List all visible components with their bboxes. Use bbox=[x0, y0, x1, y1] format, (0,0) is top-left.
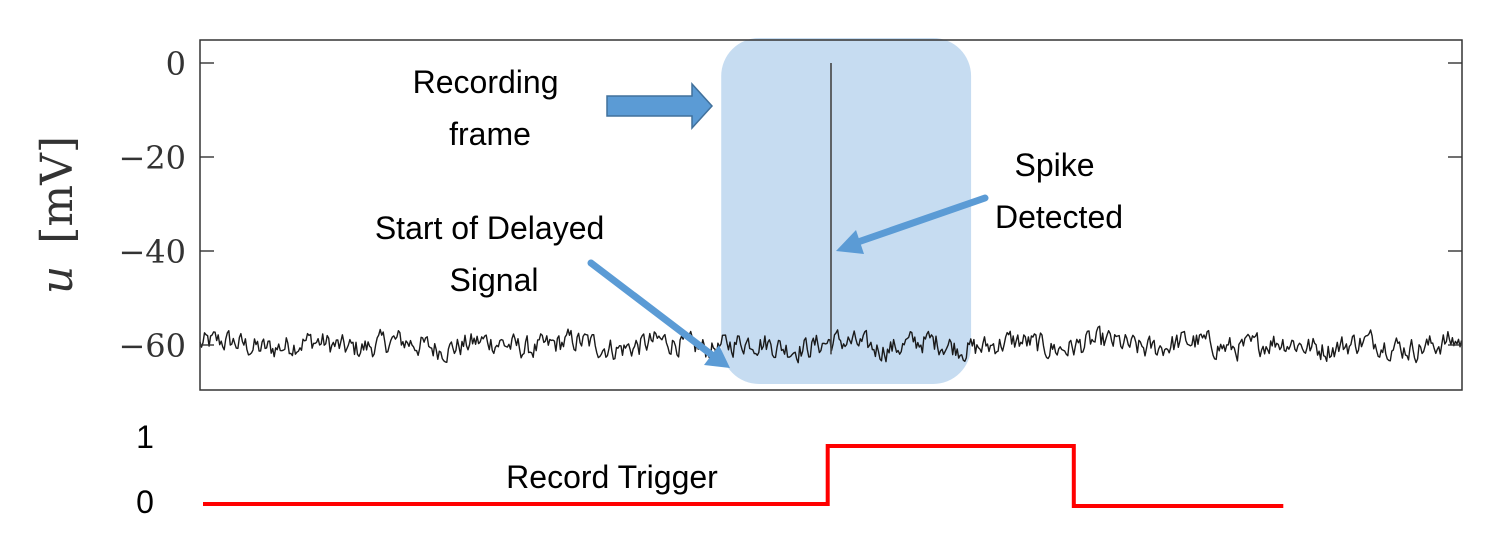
arrow-recording-frame-icon bbox=[606, 82, 714, 130]
annotation-start-delayed-line1: Start of Delayed bbox=[375, 210, 604, 246]
arrow-spike-detected-icon bbox=[836, 194, 989, 254]
trigger-signal-line bbox=[203, 444, 1284, 508]
arrow-start-delayed-head bbox=[704, 345, 730, 368]
annotation-spike-detected-line2: Detected bbox=[995, 199, 1123, 235]
trigger-y-tick-1: 1 bbox=[136, 419, 154, 455]
annotation-start-delayed-signal: Start of Delayed Signal bbox=[375, 210, 613, 298]
annotation-recording-frame-line1: Recording bbox=[413, 64, 559, 100]
voltage-y-ticks: 0 −20 −40 −60 bbox=[118, 45, 1462, 365]
trigger-y-tick-0: 0 bbox=[136, 484, 154, 520]
arrow-spike-detected-head bbox=[836, 230, 864, 254]
recording-frame-highlight bbox=[721, 38, 972, 384]
annotation-spike-detected-line1: Spike bbox=[1015, 147, 1095, 183]
annotation-recording-frame-line2: frame bbox=[449, 116, 531, 152]
y-tick-label: −60 bbox=[118, 327, 186, 365]
y-tick-label: −40 bbox=[118, 233, 186, 271]
y-tick-label: −20 bbox=[118, 139, 186, 177]
y-tick-label: 0 bbox=[166, 45, 186, 83]
svg-text:u [mV]: u [mV] bbox=[32, 136, 83, 294]
voltage-y-axis-label: u [mV] bbox=[32, 136, 83, 294]
y-axis-label-unit: [mV] bbox=[32, 136, 83, 244]
arrow-start-delayed-shaft bbox=[587, 259, 716, 359]
arrow-spike-detected-shaft bbox=[854, 194, 989, 246]
y-axis-label-variable: u bbox=[32, 266, 83, 294]
arrow-start-delayed-icon bbox=[587, 259, 730, 368]
voltage-axes-frame bbox=[199, 39, 1463, 391]
trigger-label: Record Trigger bbox=[506, 459, 718, 495]
annotation-spike-detected: Spike Detected bbox=[995, 147, 1123, 235]
annotation-recording-frame: Recording frame bbox=[413, 64, 568, 152]
annotation-start-delayed-line2: Signal bbox=[450, 262, 539, 298]
